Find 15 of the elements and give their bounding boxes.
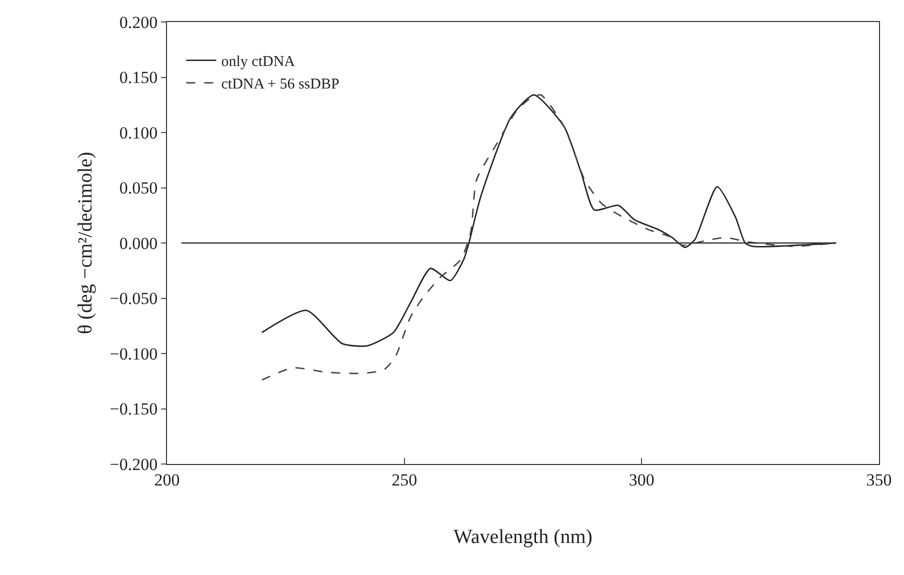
x-tick-label: 350 <box>866 470 892 490</box>
y-tick-label: 0.050 <box>119 178 158 198</box>
y-tick-label: 0.000 <box>119 234 158 253</box>
y-tick-label: 0.100 <box>119 123 158 142</box>
y-axis-title: θ (deg −cm²/decimole) <box>74 152 96 334</box>
y-tick-label: 0.150 <box>119 68 158 88</box>
y-tick-label: −0.050 <box>110 289 158 308</box>
x-tick-label: 250 <box>392 470 418 490</box>
y-tick-label: −0.150 <box>110 400 158 419</box>
x-axis-title: Wavelength (nm) <box>454 526 592 548</box>
y-tick-label: 0.200 <box>119 12 158 32</box>
x-tick-label: 300 <box>628 470 654 490</box>
y-tick-label: −0.100 <box>110 344 158 364</box>
legend-label: ctDNA + 56 ssDBP <box>221 76 340 93</box>
legend-label: only ctDNA <box>221 54 296 70</box>
